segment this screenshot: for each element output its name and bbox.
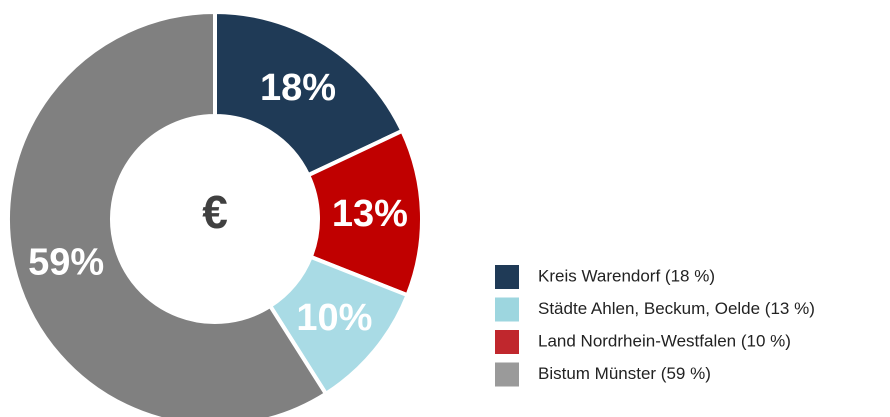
legend-label: Land Nordrhein-Westfalen (10 %) — [538, 331, 791, 350]
legend-swatch — [495, 265, 519, 289]
legend-swatch — [495, 330, 519, 354]
value-label: 18% — [260, 67, 336, 109]
legend-label: Kreis Warendorf (18 %) — [538, 266, 715, 285]
legend-label: Bistum Münster (59 %) — [538, 364, 711, 383]
value-label: 13% — [332, 193, 408, 235]
slice — [305, 128, 424, 298]
legend-label: Städte Ahlen, Beckum, Oelde (13 %) — [538, 299, 815, 318]
slice — [6, 9, 329, 417]
value-label: 10% — [296, 297, 372, 339]
legend-swatch — [495, 297, 519, 322]
slice — [213, 9, 405, 178]
value-label: 59% — [28, 241, 104, 283]
legend-swatch — [495, 362, 519, 387]
center-label: € — [202, 186, 228, 238]
